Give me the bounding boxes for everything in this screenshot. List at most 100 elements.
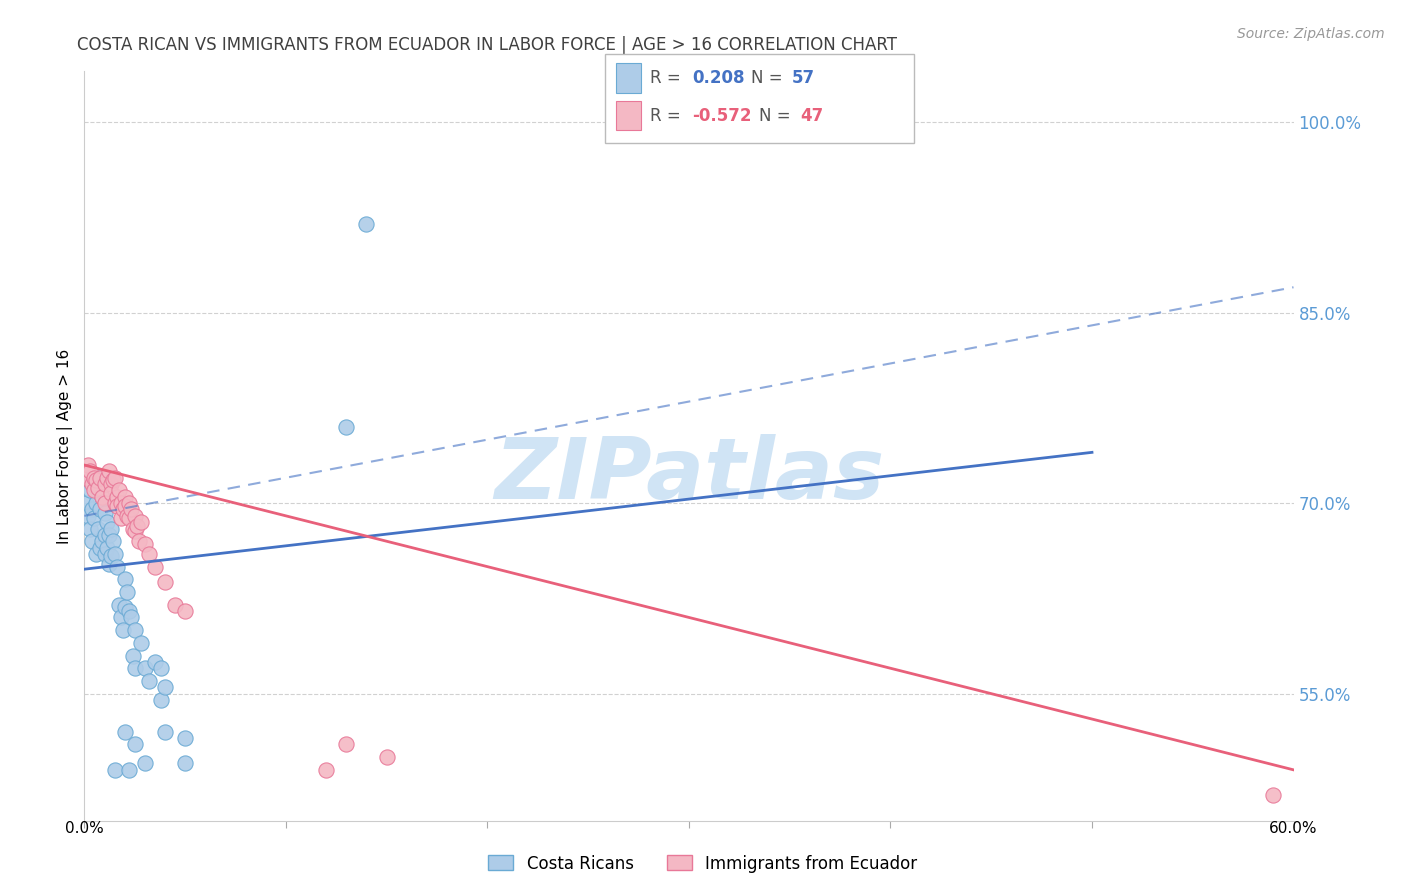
Point: [134, 756, 156, 771]
Point: [91, 490, 114, 504]
Point: [101, 534, 124, 549]
Point: [96, 471, 118, 485]
Point: [138, 673, 160, 688]
Point: [114, 600, 136, 615]
Point: [110, 511, 132, 525]
Point: [121, 522, 143, 536]
Point: [91, 534, 114, 549]
Point: [110, 496, 132, 510]
Point: [104, 471, 127, 485]
Point: [335, 738, 357, 752]
Point: [104, 547, 127, 561]
Point: [153, 724, 176, 739]
Point: [118, 496, 141, 510]
Point: [104, 496, 127, 510]
Point: [114, 490, 136, 504]
Point: [100, 522, 122, 536]
Point: [165, 598, 187, 612]
Point: [114, 724, 136, 739]
Point: [134, 537, 156, 551]
Point: [124, 738, 146, 752]
Point: [77, 508, 100, 523]
Point: [77, 458, 100, 472]
Point: [143, 655, 166, 669]
Point: [149, 661, 172, 675]
Point: [82, 534, 104, 549]
Point: [83, 483, 105, 498]
Point: [118, 763, 141, 777]
Text: Source: ZipAtlas.com: Source: ZipAtlas.com: [1237, 27, 1385, 41]
Point: [86, 473, 108, 487]
Text: 0.208: 0.208: [692, 69, 744, 87]
Point: [125, 519, 148, 533]
Y-axis label: In Labor Force | Age > 16: In Labor Force | Age > 16: [58, 349, 73, 543]
Text: COSTA RICAN VS IMMIGRANTS FROM ECUADOR IN LABOR FORCE | AGE > 16 CORRELATION CHA: COSTA RICAN VS IMMIGRANTS FROM ECUADOR I…: [77, 36, 897, 54]
Point: [153, 574, 176, 589]
Point: [97, 528, 120, 542]
Text: N =: N =: [759, 107, 796, 125]
Point: [174, 604, 197, 618]
Text: 60.0%: 60.0%: [1270, 821, 1317, 836]
Point: [83, 511, 105, 525]
Text: N =: N =: [751, 69, 787, 87]
Point: [143, 559, 166, 574]
Point: [107, 598, 129, 612]
Point: [115, 585, 138, 599]
Point: [134, 661, 156, 675]
Point: [129, 636, 152, 650]
Point: [89, 541, 111, 555]
Point: [101, 473, 124, 487]
Point: [96, 515, 118, 529]
Point: [120, 610, 142, 624]
Point: [174, 731, 197, 745]
Text: 47: 47: [800, 107, 824, 125]
Point: [87, 471, 110, 485]
Point: [82, 502, 104, 516]
Point: [89, 471, 111, 485]
Point: [118, 604, 141, 618]
Point: [97, 557, 120, 571]
Point: [93, 506, 115, 520]
Point: [124, 508, 146, 523]
Point: [100, 486, 122, 500]
Text: 0.0%: 0.0%: [65, 821, 104, 836]
Text: R =: R =: [650, 107, 686, 125]
Point: [315, 763, 337, 777]
Point: [1263, 789, 1285, 803]
Point: [111, 502, 134, 516]
Point: [93, 547, 115, 561]
Point: [111, 623, 134, 637]
Point: [83, 477, 105, 491]
Point: [93, 528, 115, 542]
Text: -0.572: -0.572: [692, 107, 751, 125]
Point: [120, 502, 142, 516]
Point: [115, 508, 138, 523]
Point: [356, 217, 378, 231]
Point: [124, 661, 146, 675]
Point: [77, 471, 100, 485]
Point: [96, 541, 118, 555]
Point: [93, 496, 115, 510]
Text: ZIPatlas: ZIPatlas: [494, 434, 884, 517]
Point: [128, 534, 150, 549]
Point: [114, 572, 136, 586]
Point: [118, 511, 141, 525]
Legend: Costa Ricans, Immigrants from Ecuador: Costa Ricans, Immigrants from Ecuador: [482, 848, 924, 880]
Point: [100, 477, 122, 491]
Text: R =: R =: [650, 69, 686, 87]
Point: [114, 499, 136, 513]
Point: [149, 693, 172, 707]
Point: [83, 471, 105, 485]
Point: [86, 496, 108, 510]
Point: [79, 522, 101, 536]
Point: [79, 464, 101, 478]
Point: [79, 483, 101, 498]
Point: [138, 547, 160, 561]
Point: [153, 681, 176, 695]
Point: [97, 464, 120, 478]
Point: [93, 477, 115, 491]
Point: [335, 420, 357, 434]
Point: [86, 547, 108, 561]
Point: [105, 559, 128, 574]
Point: [91, 490, 114, 504]
